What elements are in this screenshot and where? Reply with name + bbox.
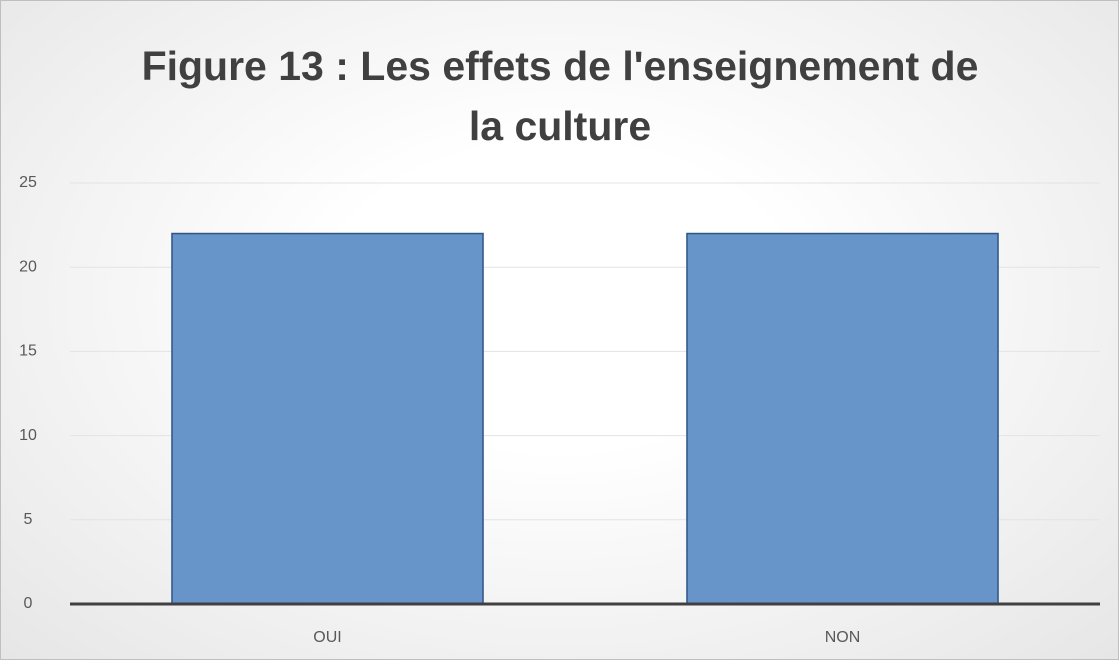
y-tick-label: 0 <box>24 595 33 612</box>
y-tick-label: 20 <box>19 258 37 275</box>
bar <box>686 232 999 605</box>
y-tick-label: 10 <box>19 427 37 444</box>
chart-title: Figure 13 : Les effets de l'enseignement… <box>141 43 979 149</box>
bar <box>171 232 484 605</box>
x-tick-label: NON <box>825 629 861 646</box>
y-tick-label: 15 <box>19 343 37 360</box>
y-tick-label: 25 <box>19 174 37 191</box>
y-tick-label: 5 <box>24 511 33 528</box>
x-tick-label: OUI <box>313 629 341 646</box>
